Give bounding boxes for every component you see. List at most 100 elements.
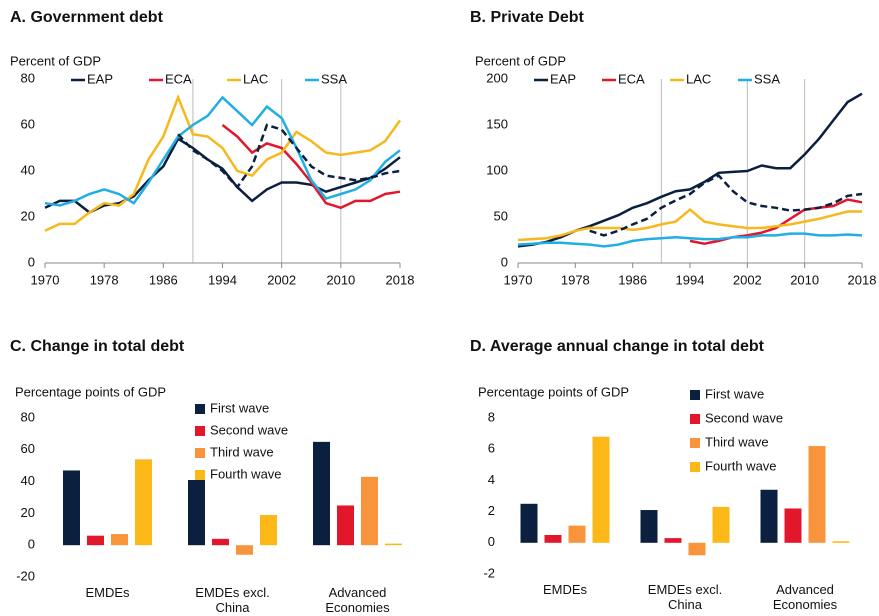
y-tick-label: 60 <box>21 116 35 131</box>
y-tick-label: 40 <box>21 473 35 488</box>
bar <box>832 541 850 543</box>
y-tick-label: 0 <box>28 254 35 269</box>
y-axis-label: Percent of GDP <box>475 53 566 68</box>
y-tick-label: 0 <box>501 254 508 269</box>
x-tick-label: 2018 <box>848 272 877 287</box>
x-tick-label: EMDEs <box>85 585 130 600</box>
legend-label: First wave <box>210 400 269 415</box>
line-series <box>517 92 863 248</box>
bar <box>544 535 562 543</box>
legend-swatch <box>690 462 700 472</box>
legend-label: Third wave <box>705 434 769 449</box>
legend-label: First wave <box>705 386 764 401</box>
chart-title: A. Government debt <box>10 9 164 26</box>
bar <box>760 489 778 543</box>
chart-title: C. Change in total debt <box>10 338 185 355</box>
legend-swatch <box>195 470 205 480</box>
x-tick-label: 1970 <box>504 272 533 287</box>
bar <box>592 436 610 543</box>
line-series <box>221 124 401 210</box>
x-tick-label: 1994 <box>676 272 705 287</box>
legend-swatch <box>690 390 700 400</box>
bar <box>664 538 682 543</box>
bar <box>87 535 104 546</box>
x-tick-label: 2002 <box>733 272 762 287</box>
line-series <box>589 174 863 237</box>
line-series <box>517 232 863 248</box>
y-tick-label: 0 <box>488 534 495 549</box>
legend-swatch <box>195 426 205 436</box>
legend-label: Second wave <box>210 422 288 437</box>
y-tick-label: 40 <box>21 162 35 177</box>
legend-label: EAP <box>87 71 113 86</box>
bar <box>688 542 706 556</box>
x-tick-label: EMDEs excl. China <box>647 582 723 612</box>
bar <box>63 470 80 546</box>
y-tick-label: 80 <box>21 409 35 424</box>
x-tick-label: Advanced Economies <box>772 582 838 612</box>
y-tick-label: 100 <box>486 162 508 177</box>
x-tick-label: Advanced Economies <box>325 585 390 615</box>
bar <box>236 545 253 555</box>
bar <box>313 441 330 546</box>
legend-label: EAP <box>550 71 576 86</box>
bar <box>361 476 378 546</box>
bar <box>188 480 205 546</box>
y-tick-label: 150 <box>486 116 508 131</box>
x-tick-label: 1986 <box>618 272 647 287</box>
legend-label: Fourth wave <box>705 458 777 473</box>
bar <box>712 506 730 543</box>
y-axis-label: Percent of GDP <box>10 53 101 68</box>
bar <box>337 505 354 546</box>
x-tick-label: 1978 <box>561 272 590 287</box>
legend-label: ECA <box>618 71 645 86</box>
y-tick-label: -2 <box>483 565 495 580</box>
chart-title: D. Average annual change in total debt <box>470 338 765 355</box>
x-tick-label: 2010 <box>326 272 355 287</box>
legend-label: SSA <box>321 71 347 86</box>
line-series <box>177 123 401 190</box>
y-axis-label: Percentage points of GDP <box>478 384 629 399</box>
bar <box>260 514 277 546</box>
y-tick-label: 20 <box>21 208 35 223</box>
y-tick-label: 80 <box>21 70 35 85</box>
legend-label: Second wave <box>705 410 783 425</box>
legend-swatch <box>690 438 700 448</box>
y-tick-label: 20 <box>21 505 35 520</box>
x-tick-label: 2002 <box>267 272 296 287</box>
y-tick-label: 8 <box>488 409 495 424</box>
legend-swatch <box>690 414 700 424</box>
legend-label: Fourth wave <box>210 466 282 481</box>
x-tick-label: 1978 <box>90 272 119 287</box>
bar <box>640 510 658 543</box>
line-series <box>44 95 401 207</box>
legend-label: SSA <box>754 71 780 86</box>
x-tick-label: EMDEs <box>542 582 588 597</box>
legend-label: LAC <box>686 71 711 86</box>
x-tick-label: 1986 <box>149 272 178 287</box>
line-series <box>44 137 401 214</box>
x-tick-label: 1994 <box>208 272 237 287</box>
bar <box>135 459 152 546</box>
bar <box>784 508 802 543</box>
chart-title: B. Private Debt <box>470 9 584 26</box>
y-tick-label: 200 <box>486 70 508 85</box>
y-axis-label: Percentage points of GDP <box>15 384 166 399</box>
bar <box>568 525 586 543</box>
x-tick-label: EMDEs excl. China <box>195 585 270 615</box>
y-tick-label: 0 <box>28 537 35 552</box>
y-tick-label: 60 <box>21 441 35 456</box>
legend-swatch <box>195 448 205 458</box>
bar <box>212 538 229 546</box>
y-tick-label: -20 <box>16 568 35 583</box>
y-tick-label: 4 <box>488 472 495 487</box>
x-tick-label: 1970 <box>31 272 60 287</box>
bar <box>111 534 128 546</box>
line-series <box>689 198 863 245</box>
legend-swatch <box>195 404 205 414</box>
bar <box>808 446 826 543</box>
x-tick-label: 2018 <box>386 272 415 287</box>
y-tick-label: 50 <box>494 208 508 223</box>
